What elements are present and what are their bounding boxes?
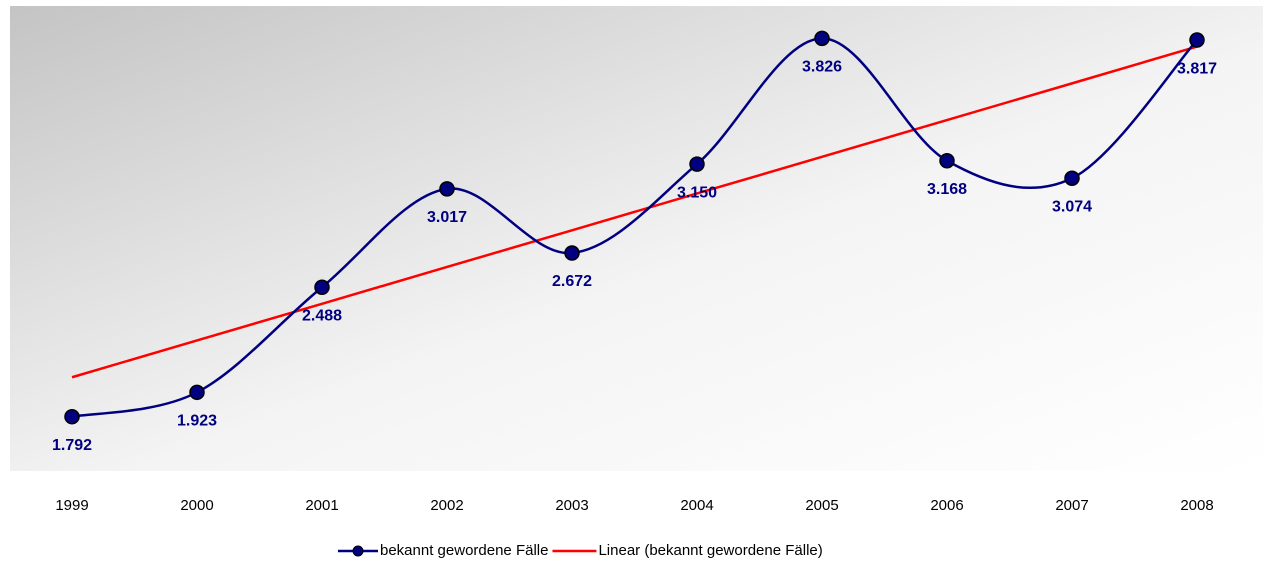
data-label: 2.672 xyxy=(552,273,592,290)
data-label: 3.017 xyxy=(427,209,467,226)
marker xyxy=(314,279,330,295)
x-tick-label: 2004 xyxy=(680,497,713,514)
data-label: 3.817 xyxy=(1177,60,1217,77)
marker xyxy=(814,30,830,47)
legend-label: Linear (bekannt gewordene Fälle) xyxy=(598,542,822,559)
series-line xyxy=(71,37,1198,418)
marker xyxy=(564,245,580,261)
series-line xyxy=(71,45,1198,379)
data-label: 1.923 xyxy=(177,413,217,430)
plot-background xyxy=(10,6,1263,471)
data-label: 2.488 xyxy=(302,307,342,324)
legend-label: bekannt gewordene Fälle xyxy=(380,542,548,559)
data-label: 3.074 xyxy=(1052,198,1092,215)
marker xyxy=(189,384,205,401)
x-tick-label: 1999 xyxy=(55,497,88,514)
x-tick-label: 2006 xyxy=(930,497,963,514)
marker xyxy=(939,153,955,169)
x-tick-label: 2005 xyxy=(805,497,838,514)
marker xyxy=(689,156,705,172)
data-label: 3.150 xyxy=(677,184,717,201)
x-tick-label: 2001 xyxy=(305,497,338,514)
marker xyxy=(1064,170,1080,186)
x-tick-label: 2003 xyxy=(555,497,588,514)
data-label: 1.792 xyxy=(52,437,92,454)
x-tick-label: 2007 xyxy=(1055,497,1088,514)
marker xyxy=(1189,32,1205,48)
x-tick-label: 2002 xyxy=(430,497,463,514)
legend-marker xyxy=(352,545,364,557)
marker xyxy=(64,408,80,425)
x-tick-label: 2000 xyxy=(180,497,213,514)
data-label: 3.168 xyxy=(927,181,967,198)
x-tick-label: 2008 xyxy=(1180,497,1213,514)
marker xyxy=(439,181,455,197)
data-label: 3.826 xyxy=(802,59,842,76)
